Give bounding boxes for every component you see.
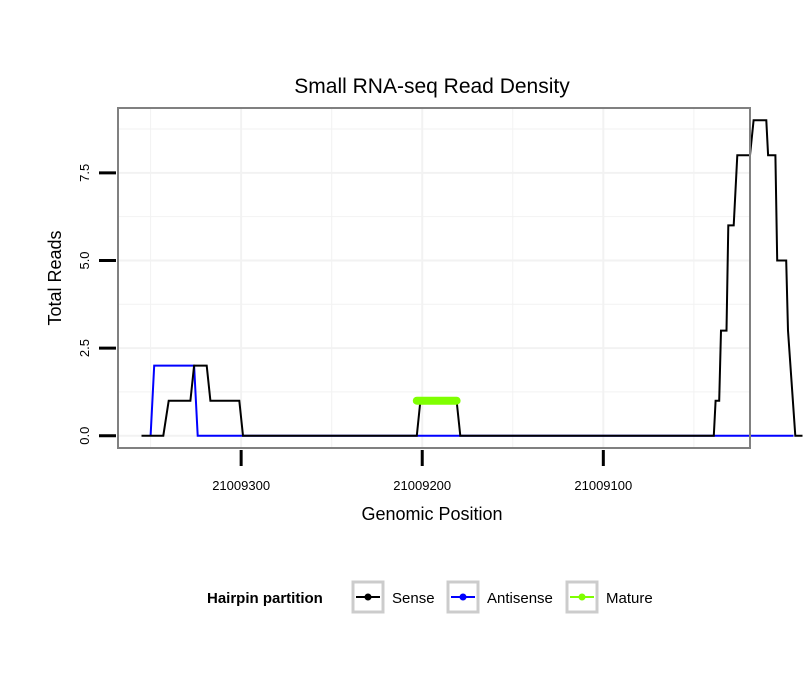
plot-border	[117, 107, 751, 449]
x-axis-label: Genomic Position	[361, 504, 502, 524]
y-tick-label: 7.5	[77, 164, 92, 182]
y-axis: 0.0 2.5 5.0 7.5	[77, 164, 116, 445]
legend-label-antisense: Antisense	[487, 590, 553, 607]
x-tick-label: 21009200	[393, 478, 451, 493]
y-tick-label: 2.5	[77, 339, 92, 357]
series-line-sense	[141, 119, 803, 437]
legend: Hairpin partition Sense Antisense Mature	[207, 580, 653, 614]
grid-lines	[118, 108, 750, 448]
legend-title: Hairpin partition	[207, 590, 323, 607]
x-axis: 21009300 21009200 21009100	[212, 450, 632, 493]
legend-key-mature	[565, 580, 599, 614]
x-tick-label: 21009100	[574, 478, 632, 493]
y-axis-label: Total Reads	[45, 230, 65, 325]
x-tick-label: 21009300	[212, 478, 270, 493]
legend-point-sense	[364, 593, 372, 601]
chart-title: Small RNA-seq Read Density	[294, 75, 570, 98]
y-tick-label: 0.0	[77, 427, 92, 445]
legend-label-sense: Sense	[392, 590, 435, 607]
legend-point-mature	[578, 593, 586, 601]
plot-panel	[118, 108, 750, 448]
series-layer	[141, 119, 803, 437]
legend-point-antisense	[459, 593, 467, 601]
y-tick-label: 5.0	[77, 251, 92, 269]
legend-label-mature: Mature	[606, 590, 653, 607]
